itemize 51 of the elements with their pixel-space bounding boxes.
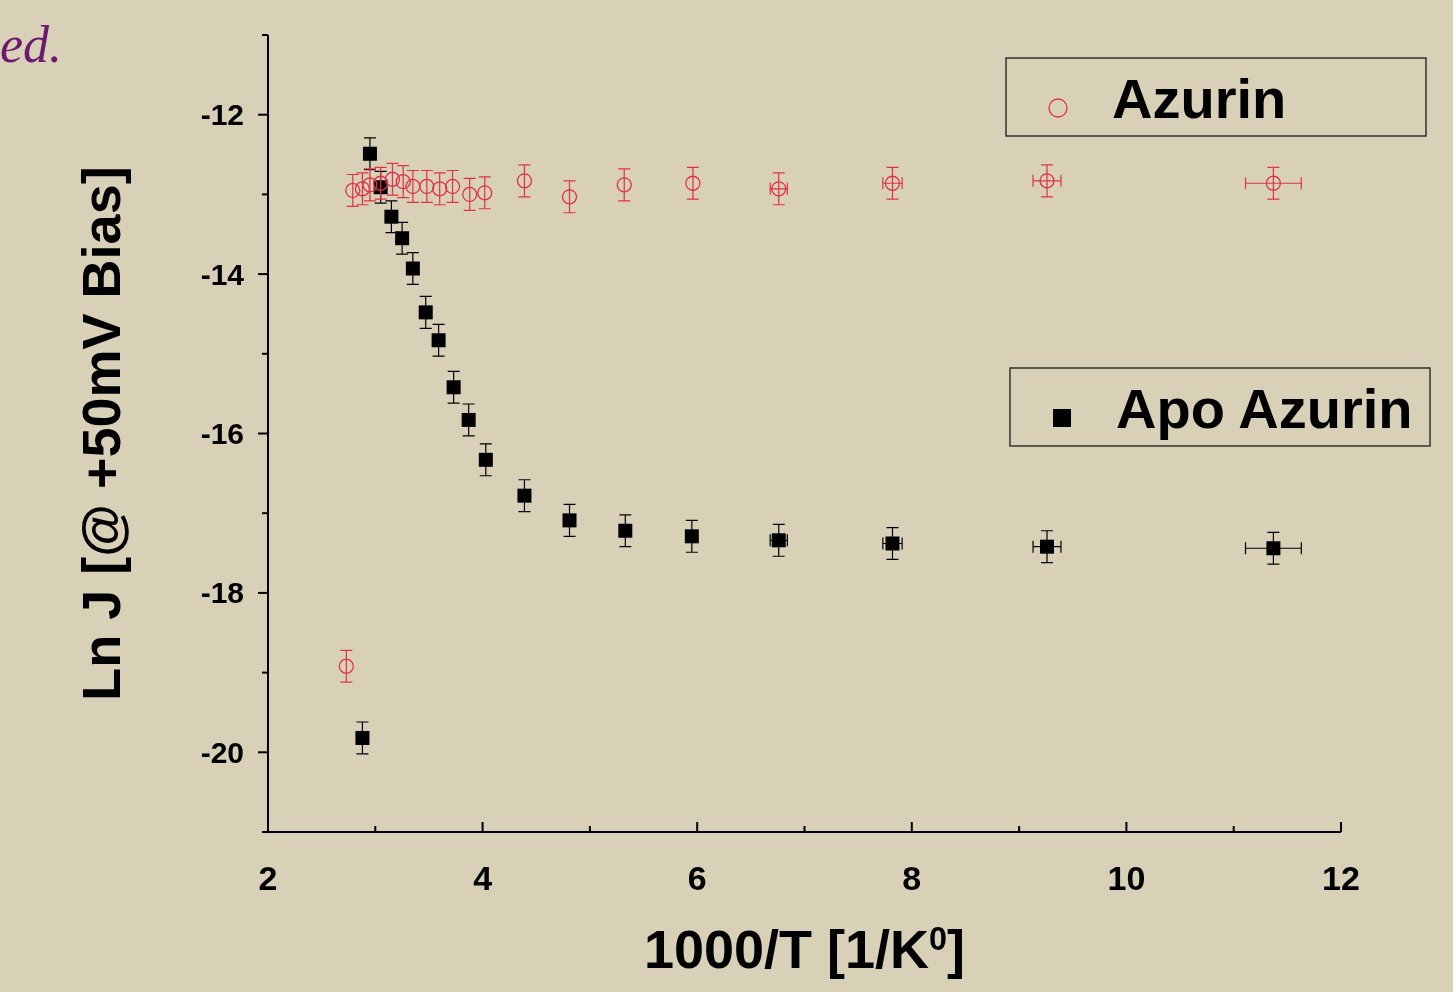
point: [446, 380, 461, 395]
point: [1039, 173, 1055, 189]
point: [384, 171, 401, 187]
point: [444, 178, 461, 195]
point: [1265, 175, 1282, 191]
point: [561, 189, 578, 205]
point: [432, 181, 448, 197]
point: [405, 261, 420, 276]
x-tick-label: 8: [902, 859, 922, 897]
point: [355, 730, 370, 745]
point: [373, 175, 389, 191]
point: [516, 173, 533, 189]
y-tick-label: -14: [200, 257, 245, 291]
y-tick-label: -18: [200, 576, 244, 610]
y-tick-label: -16: [200, 417, 244, 450]
text: ed.: [0, 16, 63, 73]
point: [461, 412, 476, 427]
point: [354, 181, 371, 197]
point: [1266, 541, 1281, 556]
point: [362, 177, 378, 193]
point: [384, 209, 399, 224]
point: [419, 178, 435, 195]
point: [684, 529, 699, 544]
point: [1040, 539, 1054, 554]
y-tick-label: -12: [200, 98, 244, 132]
point: [345, 182, 361, 199]
x-tick-label: 4: [473, 859, 493, 897]
x-tick-label: 6: [687, 859, 707, 897]
point: [431, 333, 446, 348]
point: [362, 146, 377, 161]
x-axis-title: 1000/T [1/K$^{0}$]: [643, 919, 966, 979]
point: [562, 513, 577, 528]
point: [517, 488, 532, 503]
point: [338, 658, 354, 674]
point: [462, 186, 478, 203]
x-tick-label: 12: [1322, 859, 1360, 897]
point: [395, 174, 411, 190]
point: [616, 177, 632, 193]
point: [418, 305, 433, 320]
point: [685, 175, 701, 191]
x-tick-label: 2: [258, 859, 278, 897]
point: [477, 185, 493, 201]
legend-label: Azurin: [1112, 67, 1287, 130]
legend-label: Apo Azurin: [1116, 377, 1413, 440]
point: [395, 231, 410, 246]
point: [618, 523, 633, 538]
point: [405, 178, 421, 195]
y-tick-label: -20: [200, 735, 244, 769]
y-axis-title: Ln J [@ +50mV Bias]: [71, 166, 131, 701]
point: [478, 452, 493, 467]
x-tick-label: 10: [1107, 859, 1146, 897]
